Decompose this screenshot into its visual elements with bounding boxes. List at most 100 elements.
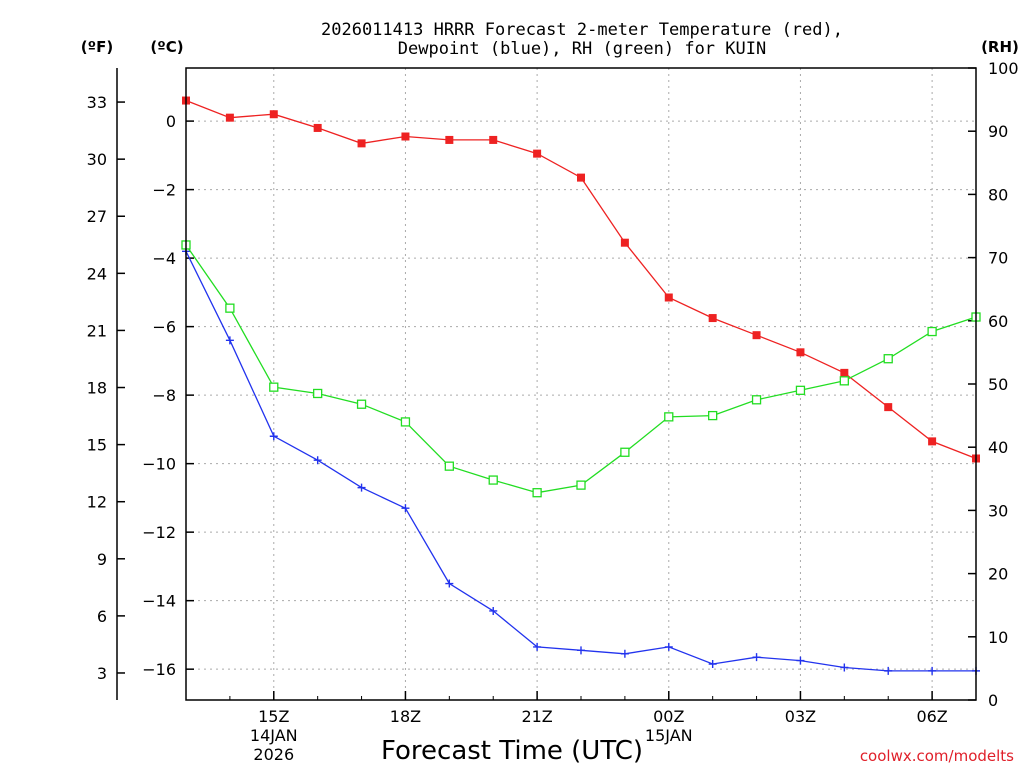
dewpoint-point xyxy=(664,642,673,651)
dewpoint-point xyxy=(577,646,585,655)
temperature-point xyxy=(225,113,234,122)
temperature-point xyxy=(884,403,893,412)
dewpoint-point xyxy=(620,649,629,658)
rh-point xyxy=(444,461,454,471)
fahrenheit-tick-label: 33 xyxy=(87,93,107,112)
rh-tick-label: 0 xyxy=(988,691,998,710)
rh-point xyxy=(356,399,367,409)
dewpoint-point xyxy=(445,579,454,588)
dewpoint-point xyxy=(313,456,322,465)
dewpoint-point xyxy=(928,666,937,675)
rh-point xyxy=(620,447,630,457)
fahrenheit-tick-label: 18 xyxy=(87,379,107,398)
time-tick-label: 06Z xyxy=(916,707,947,726)
temperature-point xyxy=(796,348,805,357)
celsius-tick-label: −16 xyxy=(142,660,176,679)
dewpoint-point xyxy=(752,653,761,662)
temperature-point xyxy=(708,314,717,323)
celsius-tick-label: −10 xyxy=(142,455,176,474)
dewpoint-point xyxy=(884,666,893,675)
temperature-point xyxy=(928,437,937,446)
dewpoint-point xyxy=(269,432,278,441)
rh-tick-label: 10 xyxy=(988,628,1008,647)
rh-point xyxy=(400,417,411,427)
celsius-tick-label: −12 xyxy=(142,523,176,542)
time-tick-label: 00Z xyxy=(653,707,684,726)
time-year-label: 2026 xyxy=(253,745,294,764)
temperature-point xyxy=(269,110,278,119)
series-lines xyxy=(181,96,981,675)
rh-point xyxy=(576,480,586,490)
temperature-point xyxy=(577,173,585,182)
dewpoint-point xyxy=(708,660,717,669)
temperature-point xyxy=(752,331,761,340)
celsius-axis-label: (ºC) xyxy=(150,38,183,56)
rh-point xyxy=(269,382,279,392)
celsius-tick-label: −14 xyxy=(142,592,176,611)
rh-point xyxy=(488,475,498,485)
celsius-tick-label: −2 xyxy=(152,181,176,200)
rh-point xyxy=(839,376,849,386)
chart-title-line2: Dewpoint (blue), RH (green) for KUIN xyxy=(398,39,766,59)
celsius-tick-label: 0 xyxy=(166,112,176,131)
fahrenheit-tick-label: 24 xyxy=(87,264,107,283)
fahrenheit-axis: 3 6 9 12 15 18 21 24 27 30 33 xyxy=(87,93,125,683)
dewpoint-point xyxy=(533,642,542,651)
rh-tick-label: 50 xyxy=(988,375,1008,394)
fahrenheit-tick-label: 21 xyxy=(87,321,107,340)
dewpoint-point xyxy=(225,336,234,345)
temperature-point xyxy=(313,123,322,132)
temperature-point xyxy=(533,149,542,158)
temperature-point xyxy=(357,139,366,148)
temperature-point xyxy=(489,135,498,144)
rh-axis: 0 10 20 30 40 50 60 70 80 90 100 xyxy=(968,59,1019,710)
time-tick-label: 15Z xyxy=(258,707,289,726)
rh-axis-label: (RH) xyxy=(981,38,1019,56)
celsius-tick-label: −4 xyxy=(152,249,176,268)
rh-tick-label: 80 xyxy=(988,185,1008,204)
fahrenheit-tick-label: 12 xyxy=(87,493,107,512)
rh-tick-label: 30 xyxy=(988,501,1008,520)
rh-tick-label: 40 xyxy=(988,438,1008,457)
time-date-label: 15JAN xyxy=(645,726,693,745)
x-axis-title: Forecast Time (UTC) xyxy=(381,736,643,766)
celsius-tick-label: −8 xyxy=(152,386,176,405)
celsius-axis: −16 −14 −12 −10 −8 −6 −4 −2 0 xyxy=(142,112,194,679)
rh-point xyxy=(313,388,323,399)
rh-tick-label: 100 xyxy=(988,59,1019,78)
dewpoint-line xyxy=(185,251,976,672)
time-date-label: 14JAN xyxy=(250,726,298,745)
temperature-point xyxy=(620,238,629,247)
fahrenheit-tick-label: 27 xyxy=(87,207,107,226)
temperature-point xyxy=(445,135,454,144)
temperature-point xyxy=(401,132,410,141)
time-tick-label: 21Z xyxy=(521,707,552,726)
plot-frame xyxy=(185,67,977,701)
rh-point xyxy=(927,326,937,337)
dewpoint-point xyxy=(357,483,366,492)
rh-point xyxy=(795,385,806,395)
temperature-point xyxy=(664,293,673,302)
fahrenheit-axis-label: (ºF) xyxy=(81,38,113,56)
time-tick-label: 03Z xyxy=(785,707,816,726)
credit-text: coolwx.com/modelts xyxy=(860,747,1014,765)
series-rh xyxy=(181,240,981,498)
chart-title-line1: 2026011413 HRRR Forecast 2-meter Tempera… xyxy=(321,20,843,40)
rh-line xyxy=(185,244,977,494)
dewpoint-point xyxy=(796,656,805,665)
rh-point xyxy=(708,410,718,421)
fahrenheit-tick-label: 3 xyxy=(97,664,107,683)
temperature-point xyxy=(840,368,849,377)
temperature-line xyxy=(185,99,977,460)
time-tick-label: 18Z xyxy=(390,707,421,726)
celsius-tick-label: −6 xyxy=(152,318,176,337)
fahrenheit-tick-label: 15 xyxy=(87,436,107,455)
rh-point xyxy=(883,354,893,364)
rh-point xyxy=(532,488,542,498)
rh-point xyxy=(664,412,674,422)
rh-tick-label: 60 xyxy=(988,312,1008,331)
fahrenheit-tick-label: 30 xyxy=(87,150,107,169)
fahrenheit-tick-label: 6 xyxy=(97,607,107,626)
rh-tick-label: 90 xyxy=(988,122,1008,141)
